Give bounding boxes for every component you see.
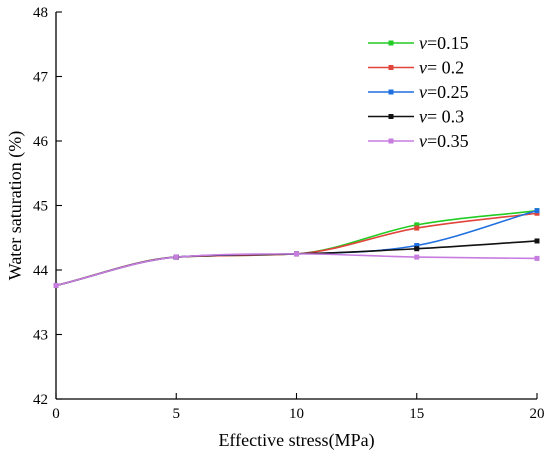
y-axis-title: Water saturation (%) xyxy=(5,131,26,280)
y-tick-label: 45 xyxy=(33,199,48,215)
data-point xyxy=(414,242,420,248)
y-tick-label: 43 xyxy=(33,328,48,344)
legend-marker xyxy=(388,89,394,95)
data-point xyxy=(414,254,420,260)
legend-marker xyxy=(388,138,394,144)
x-tick-label: 20 xyxy=(530,406,545,422)
legend-label: v=0.15 xyxy=(419,33,469,53)
series-line xyxy=(55,240,538,287)
data-point xyxy=(534,238,540,244)
series-line xyxy=(55,253,538,287)
x-tick-label: 0 xyxy=(52,406,60,422)
x-tick-label: 5 xyxy=(173,406,181,422)
legend-marker xyxy=(388,114,394,119)
y-tick-label: 44 xyxy=(33,263,49,279)
data-point xyxy=(414,225,420,231)
ticks: 0 5 10 15 20 42 43 44 45 46 47 48 xyxy=(33,5,545,422)
data-point xyxy=(53,282,59,288)
series-line xyxy=(55,212,538,287)
legend: v=0.15 v= 0.2 v=0.25 v= 0.3 v=0.35 xyxy=(368,33,469,151)
legend-marker xyxy=(388,40,394,46)
data-point xyxy=(534,208,540,214)
legend-label: v=0.25 xyxy=(419,82,469,102)
data-point xyxy=(414,222,420,228)
legend-marker xyxy=(388,65,394,70)
data-point xyxy=(294,251,299,257)
y-tick-label: 47 xyxy=(33,70,49,86)
data-point xyxy=(534,210,540,216)
data-point xyxy=(534,255,540,261)
x-tick-label: 15 xyxy=(409,406,424,422)
legend-label: v= 0.3 xyxy=(419,107,464,127)
y-tick-label: 42 xyxy=(33,392,48,408)
axes xyxy=(55,12,537,400)
legend-label: v= 0.2 xyxy=(419,58,464,78)
y-tick-label: 48 xyxy=(33,5,48,21)
data-point xyxy=(414,246,420,252)
series-markers xyxy=(53,208,540,288)
x-tick-label: 10 xyxy=(289,406,304,422)
data-point xyxy=(173,254,179,260)
x-axis-title: Effective stress(MPa) xyxy=(218,430,374,451)
series-lines xyxy=(55,209,538,287)
y-tick-label: 46 xyxy=(33,134,49,150)
legend-label: v=0.35 xyxy=(419,131,469,151)
